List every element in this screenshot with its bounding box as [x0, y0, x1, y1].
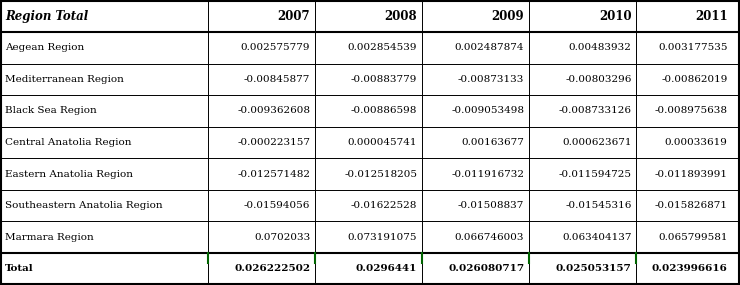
Text: -0.009053498: -0.009053498 [451, 107, 525, 115]
Text: 0.00033619: 0.00033619 [665, 138, 727, 147]
Text: 0.066746003: 0.066746003 [455, 233, 525, 241]
Text: 0.002575779: 0.002575779 [240, 44, 310, 52]
Text: Southeastern Anatolia Region: Southeastern Anatolia Region [5, 201, 163, 210]
Text: Marmara Region: Marmara Region [5, 233, 94, 241]
Text: -0.012518205: -0.012518205 [344, 170, 417, 178]
Text: 0.0702033: 0.0702033 [254, 233, 310, 241]
Text: -0.01594056: -0.01594056 [243, 201, 310, 210]
Text: -0.01508837: -0.01508837 [458, 201, 525, 210]
Text: -0.01622528: -0.01622528 [351, 201, 417, 210]
Text: 2008: 2008 [385, 10, 417, 23]
Text: -0.01545316: -0.01545316 [565, 201, 631, 210]
Text: Black Sea Region: Black Sea Region [5, 107, 97, 115]
Text: Aegean Region: Aegean Region [5, 44, 84, 52]
Text: 0.003177535: 0.003177535 [658, 44, 727, 52]
Text: 0.002854539: 0.002854539 [348, 44, 417, 52]
Text: 0.073191075: 0.073191075 [348, 233, 417, 241]
Text: -0.009362608: -0.009362608 [238, 107, 310, 115]
Text: -0.011893991: -0.011893991 [654, 170, 727, 178]
Text: 2011: 2011 [695, 10, 727, 23]
Text: -0.008975638: -0.008975638 [654, 107, 727, 115]
Text: -0.00883779: -0.00883779 [351, 75, 417, 84]
Text: 0.002487874: 0.002487874 [455, 44, 525, 52]
Text: 0.065799581: 0.065799581 [658, 233, 727, 241]
Text: 0.063404137: 0.063404137 [562, 233, 631, 241]
Text: -0.012571482: -0.012571482 [238, 170, 310, 178]
Text: -0.011594725: -0.011594725 [559, 170, 631, 178]
Text: -0.011916732: -0.011916732 [451, 170, 525, 178]
Text: -0.000223157: -0.000223157 [238, 138, 310, 147]
Text: 0.000045741: 0.000045741 [348, 138, 417, 147]
Text: Mediterranean Region: Mediterranean Region [5, 75, 124, 84]
Text: -0.008733126: -0.008733126 [559, 107, 631, 115]
Text: 0.0296441: 0.0296441 [356, 264, 417, 273]
Text: 2009: 2009 [492, 10, 525, 23]
Text: 0.025053157: 0.025053157 [556, 264, 631, 273]
Text: -0.00803296: -0.00803296 [565, 75, 631, 84]
Text: -0.00873133: -0.00873133 [458, 75, 525, 84]
Text: 0.026080717: 0.026080717 [448, 264, 525, 273]
Text: -0.00845877: -0.00845877 [243, 75, 310, 84]
Text: 0.026222502: 0.026222502 [234, 264, 310, 273]
Text: -0.00862019: -0.00862019 [661, 75, 727, 84]
Text: 2010: 2010 [599, 10, 631, 23]
Text: -0.00886598: -0.00886598 [351, 107, 417, 115]
Text: 0.00163677: 0.00163677 [462, 138, 525, 147]
Text: Total: Total [5, 264, 34, 273]
Text: Central Anatolia Region: Central Anatolia Region [5, 138, 132, 147]
Text: 2007: 2007 [278, 10, 310, 23]
Text: 0.000623671: 0.000623671 [562, 138, 631, 147]
Text: Eastern Anatolia Region: Eastern Anatolia Region [5, 170, 133, 178]
Text: Region Total: Region Total [5, 10, 88, 23]
Text: 0.00483932: 0.00483932 [568, 44, 631, 52]
Text: 0.023996616: 0.023996616 [652, 264, 727, 273]
Text: -0.015826871: -0.015826871 [654, 201, 727, 210]
